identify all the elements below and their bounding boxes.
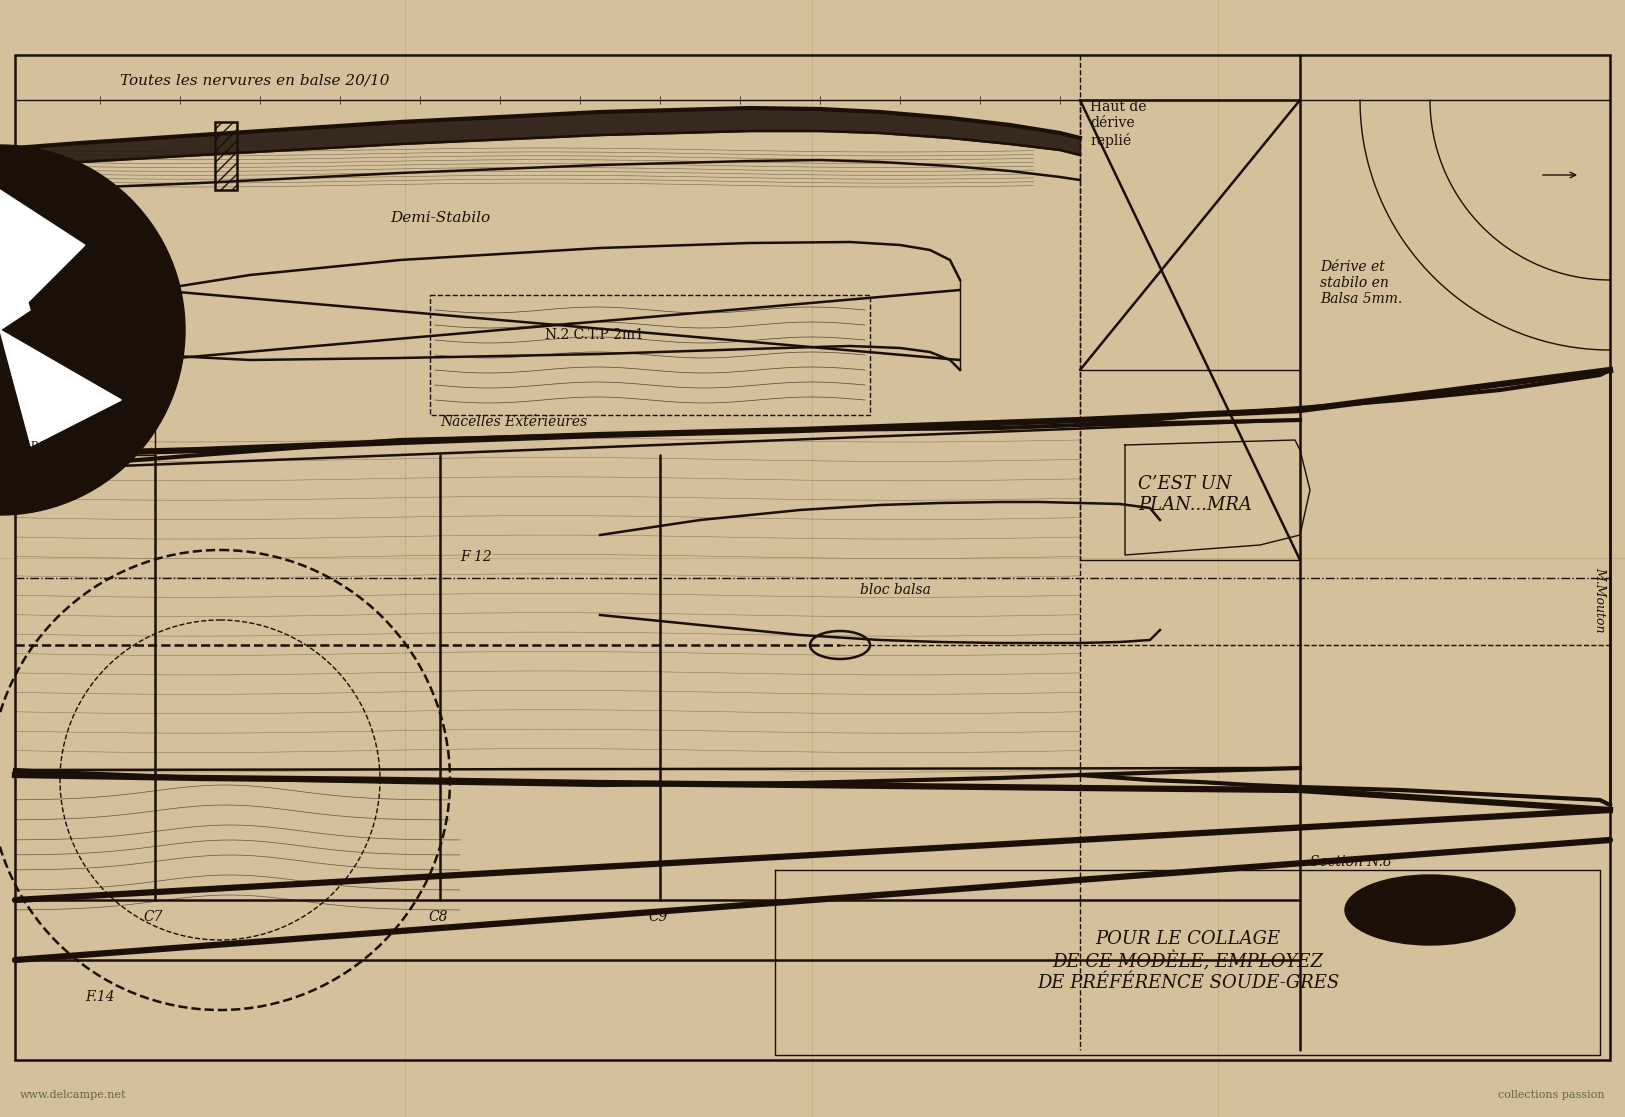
Text: C7: C7	[143, 910, 163, 924]
Ellipse shape	[1346, 875, 1515, 945]
Text: N.2 C.T.P 2m1: N.2 C.T.P 2m1	[544, 328, 644, 342]
Circle shape	[0, 145, 185, 515]
Text: Section N.8: Section N.8	[1310, 855, 1391, 869]
Polygon shape	[0, 275, 29, 330]
Text: bloc balsa: bloc balsa	[860, 583, 931, 596]
Text: C8: C8	[427, 910, 447, 924]
Text: Toutes les nervures en balse 20/10: Toutes les nervures en balse 20/10	[120, 74, 390, 88]
Text: F.14: F.14	[84, 990, 115, 1004]
Bar	[15, 55, 1610, 1060]
Text: Dérive et
stabilo en
Balsa 5mm.: Dérive et stabilo en Balsa 5mm.	[1320, 260, 1402, 306]
Text: Demi-Stabilo: Demi-Stabilo	[390, 211, 491, 225]
Polygon shape	[0, 330, 122, 446]
Text: www.delcampe.net: www.delcampe.net	[20, 1090, 127, 1100]
Bar	[431, 295, 869, 416]
Text: M.Mouton: M.Mouton	[1594, 567, 1607, 632]
Polygon shape	[0, 190, 84, 330]
Text: Haut de
dérive
replié: Haut de dérive replié	[1090, 101, 1147, 147]
Bar	[214, 122, 237, 190]
Bar	[15, 400, 154, 455]
Text: C9: C9	[648, 910, 668, 924]
Text: POUR LE COLLAGE
DE CE MODÈLE, EMPLOYEZ
DE PRÉFÉRENCE SOUDE-GRES: POUR LE COLLAGE DE CE MODÈLE, EMPLOYEZ D…	[1037, 930, 1339, 992]
Text: Nacelles Extérieures: Nacelles Extérieures	[440, 416, 587, 429]
Text: C’EST UN
PLAN...MRA: C’EST UN PLAN...MRA	[1138, 475, 1251, 514]
Text: .T.P.S 4 m/m: .T.P.S 4 m/m	[18, 440, 86, 450]
Text: collections passion: collections passion	[1498, 1090, 1606, 1100]
Text: F 12: F 12	[460, 550, 492, 564]
